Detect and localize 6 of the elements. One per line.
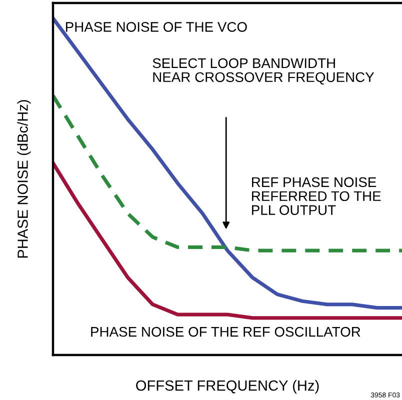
y-axis-title: PHASE NOISE (dBc/Hz): [17, 100, 31, 258]
x-axis-title: OFFSET FREQUENCY (Hz): [136, 380, 319, 394]
series-label: PHASE NOISE OF THE REF OSCILLATOR: [91, 326, 360, 337]
series-label: PHASE NOISE OF THE VCO: [66, 22, 247, 32]
text: REF PHASE NOISE REFERRED TO THE PLL OUTPUT: [252, 177, 381, 215]
annotation: SELECT LOOP BANDWIDTH NEAR CROSSOVER FREQUENCY: [152, 58, 374, 85]
